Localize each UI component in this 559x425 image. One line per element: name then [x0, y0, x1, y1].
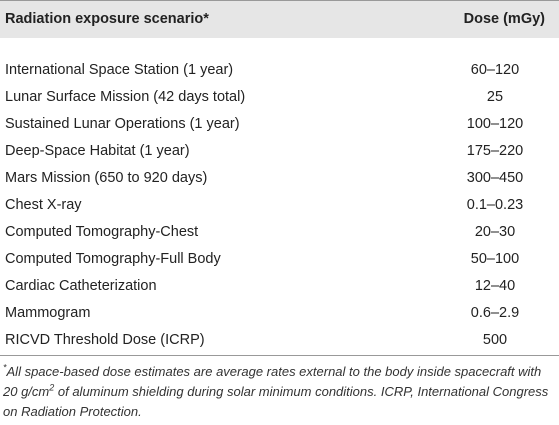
footnote-superscript: 2 [49, 382, 55, 393]
scenario-cell: Sustained Lunar Operations (1 year) [5, 116, 240, 132]
scenario-cell: Lunar Surface Mission (42 days total) [5, 89, 246, 105]
footnote-text: All space-based dose estimates are avera… [3, 364, 542, 399]
dose-cell: 60–120 [470, 62, 520, 78]
header-row [0, 0, 559, 38]
scenario-cell: Cardiac Catheterization [5, 278, 157, 294]
header-cell: Dose (mGy) [463, 11, 545, 27]
dose-cell: 50–100 [470, 251, 520, 267]
header-cell: Radiation exposure scenario* [5, 11, 209, 27]
footnote-marker: * [3, 362, 7, 373]
dose-cell: 25 [486, 89, 504, 105]
scenario-cell: Computed Tomography-Full Body [5, 251, 221, 267]
bottom-rule [0, 355, 559, 356]
dose-cell: 175–220 [466, 143, 524, 159]
dose-cell: 100–120 [466, 116, 524, 132]
dose-cell: 0.1–0.23 [466, 197, 524, 213]
footnote-text: of aluminum shielding during solar minim… [3, 384, 549, 419]
dose-cell: 500 [482, 332, 508, 348]
scenario-cell: International Space Station (1 year) [5, 62, 234, 78]
footnote: *All space-based dose estimates are aver… [3, 362, 551, 422]
scenario-cell: Mammogram [5, 305, 91, 321]
dose-cell: 20–30 [474, 224, 516, 240]
scenario-cell: Computed Tomography-Chest [5, 224, 199, 240]
dose-cell: 0.6–2.9 [470, 305, 520, 321]
dose-cell: 300–450 [466, 170, 524, 186]
scenario-cell: Deep-Space Habitat (1 year) [5, 143, 190, 159]
scenario-cell: Chest X-ray [5, 197, 82, 213]
scenario-cell: Mars Mission (650 to 920 days) [5, 170, 208, 186]
scenario-cell: RICVD Threshold Dose (ICRP) [5, 332, 205, 348]
dose-cell: 12–40 [474, 278, 516, 294]
